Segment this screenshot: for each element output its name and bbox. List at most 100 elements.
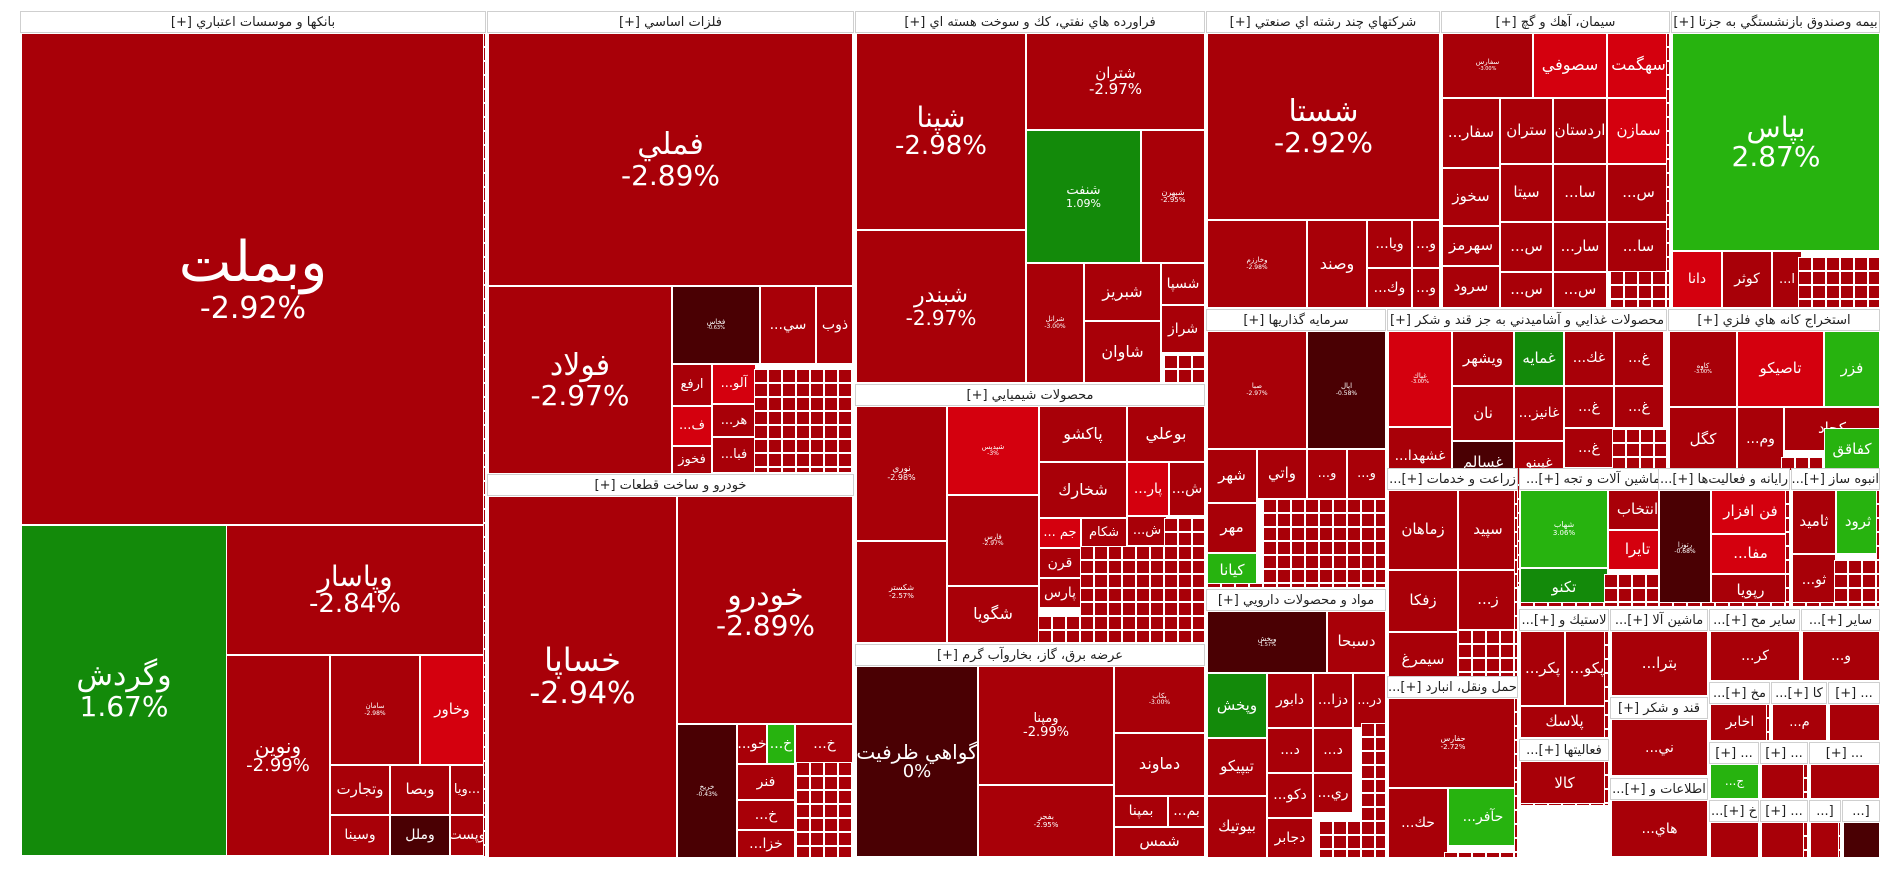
tile-small[interactable] bbox=[1333, 527, 1347, 541]
tile-small[interactable] bbox=[1514, 796, 1518, 810]
tile[interactable]: زفكا bbox=[1388, 570, 1458, 632]
tile-small[interactable] bbox=[1319, 569, 1333, 583]
tile-small[interactable] bbox=[1375, 793, 1386, 807]
tile-small[interactable] bbox=[483, 131, 486, 145]
tile-small[interactable] bbox=[1136, 630, 1150, 643]
tile-small[interactable] bbox=[852, 762, 854, 776]
tile-small[interactable] bbox=[1122, 630, 1136, 643]
tile[interactable]: ...غ bbox=[1564, 386, 1614, 428]
tile[interactable]: ...و bbox=[1412, 268, 1440, 308]
tile-small[interactable] bbox=[1500, 630, 1514, 644]
tile-small[interactable] bbox=[838, 832, 852, 846]
tile[interactable]: شرانل -3.00% bbox=[1026, 263, 1084, 383]
tile-small[interactable] bbox=[1277, 555, 1291, 569]
tile-small[interactable] bbox=[483, 159, 486, 173]
tile-small[interactable] bbox=[1868, 299, 1880, 308]
tile-small[interactable] bbox=[1715, 602, 1729, 607]
tile-small[interactable] bbox=[838, 467, 852, 473]
tile-small[interactable] bbox=[1848, 602, 1862, 607]
tile-small[interactable] bbox=[1361, 807, 1375, 821]
tile-small[interactable] bbox=[1879, 415, 1881, 429]
tile-small[interactable] bbox=[852, 776, 854, 790]
tile-small[interactable] bbox=[1375, 807, 1386, 821]
tile[interactable]: رتوزا -0.68% bbox=[1659, 490, 1711, 607]
tile-small[interactable] bbox=[852, 33, 854, 47]
tile-small[interactable] bbox=[1826, 271, 1840, 285]
tile-small[interactable] bbox=[1879, 429, 1881, 443]
tile[interactable]: ...ج bbox=[1710, 764, 1759, 799]
tile-small[interactable] bbox=[1108, 630, 1122, 643]
tile-small[interactable] bbox=[1361, 793, 1375, 807]
sector-header[interactable]: كا [+]... bbox=[1771, 682, 1827, 704]
tile[interactable]: نوري -2.98% bbox=[856, 406, 947, 541]
tile-small[interactable] bbox=[824, 397, 838, 411]
tile-small[interactable] bbox=[483, 313, 486, 327]
tile-small[interactable] bbox=[1687, 602, 1701, 607]
tile[interactable]: ...بترا bbox=[1611, 631, 1708, 696]
tile-small[interactable] bbox=[1666, 271, 1670, 285]
tile-small[interactable] bbox=[1666, 131, 1670, 145]
tile-small[interactable] bbox=[1840, 257, 1854, 271]
tile[interactable]: ...پكر bbox=[1520, 631, 1565, 706]
tile-small[interactable] bbox=[483, 845, 486, 857]
tile-small[interactable] bbox=[1514, 658, 1518, 672]
tile-small[interactable] bbox=[1666, 201, 1670, 215]
tile-small[interactable] bbox=[1347, 541, 1361, 555]
tile-small[interactable] bbox=[852, 145, 854, 159]
tile-small[interactable] bbox=[1652, 299, 1666, 308]
tile[interactable]: ...فبا bbox=[712, 437, 756, 473]
tile-small[interactable] bbox=[1854, 299, 1868, 308]
sector-header[interactable]: ... [+] bbox=[1828, 682, 1880, 704]
tile-small[interactable] bbox=[852, 496, 854, 510]
tile[interactable]: ...و bbox=[1412, 220, 1440, 268]
tile[interactable]: ...خ bbox=[795, 724, 854, 764]
tile[interactable]: ...هر bbox=[712, 404, 756, 437]
tile-small[interactable] bbox=[1590, 602, 1604, 607]
tile-small[interactable] bbox=[1136, 616, 1150, 630]
tile-small[interactable] bbox=[1066, 616, 1080, 630]
tile-small[interactable] bbox=[852, 369, 854, 383]
tile-small[interactable] bbox=[1178, 602, 1192, 616]
tile-small[interactable] bbox=[483, 649, 486, 663]
tile[interactable]: ... جم bbox=[1039, 518, 1081, 548]
tile[interactable]: واتي bbox=[1257, 449, 1307, 499]
tile-small[interactable] bbox=[1626, 429, 1640, 443]
tile-small[interactable] bbox=[1514, 782, 1518, 796]
tile[interactable]: ...پار bbox=[1127, 462, 1169, 516]
tile-small[interactable] bbox=[1666, 299, 1670, 308]
tile-small[interactable] bbox=[1520, 602, 1534, 607]
tile[interactable]: ...كر bbox=[1710, 631, 1800, 681]
tile[interactable]: ...م bbox=[1772, 704, 1827, 741]
tile-small[interactable] bbox=[1604, 602, 1618, 607]
tile-small[interactable] bbox=[1486, 630, 1500, 644]
tile-small[interactable] bbox=[1178, 616, 1192, 630]
tile-small[interactable] bbox=[1673, 602, 1687, 607]
tile[interactable]: تكنو bbox=[1520, 568, 1608, 607]
tile-small[interactable] bbox=[1604, 775, 1609, 789]
tile-small[interactable] bbox=[1333, 541, 1347, 555]
tile-small[interactable] bbox=[1604, 574, 1618, 588]
tile[interactable]: گواهي ظرفيت 0% bbox=[856, 666, 978, 857]
tile-small[interactable] bbox=[754, 397, 768, 411]
tile-small[interactable] bbox=[1812, 271, 1826, 285]
tile-small[interactable] bbox=[1876, 588, 1880, 602]
tile-small[interactable] bbox=[1862, 574, 1876, 588]
tile[interactable]: ويا... bbox=[450, 765, 484, 815]
tile-small[interactable] bbox=[1178, 532, 1192, 546]
tile[interactable] bbox=[1761, 822, 1808, 858]
tile-small[interactable] bbox=[1094, 560, 1108, 574]
tile[interactable]: نان bbox=[1452, 386, 1514, 441]
tile-small[interactable] bbox=[1263, 513, 1277, 527]
tile[interactable]: بفجر -2.95% bbox=[978, 785, 1114, 857]
tile-small[interactable] bbox=[483, 397, 486, 411]
tile-small[interactable] bbox=[1080, 574, 1094, 588]
tile-small[interactable] bbox=[1729, 602, 1743, 607]
tile[interactable]: ...ري bbox=[1313, 773, 1353, 813]
tile-small[interactable] bbox=[1164, 560, 1178, 574]
tile-small[interactable] bbox=[1178, 355, 1192, 369]
tile-small[interactable] bbox=[1798, 271, 1812, 285]
tile[interactable]: ...ني bbox=[1611, 719, 1708, 777]
tile-small[interactable] bbox=[824, 383, 838, 397]
tile[interactable]: قرن bbox=[1039, 548, 1081, 578]
tile-small[interactable] bbox=[1640, 443, 1654, 457]
